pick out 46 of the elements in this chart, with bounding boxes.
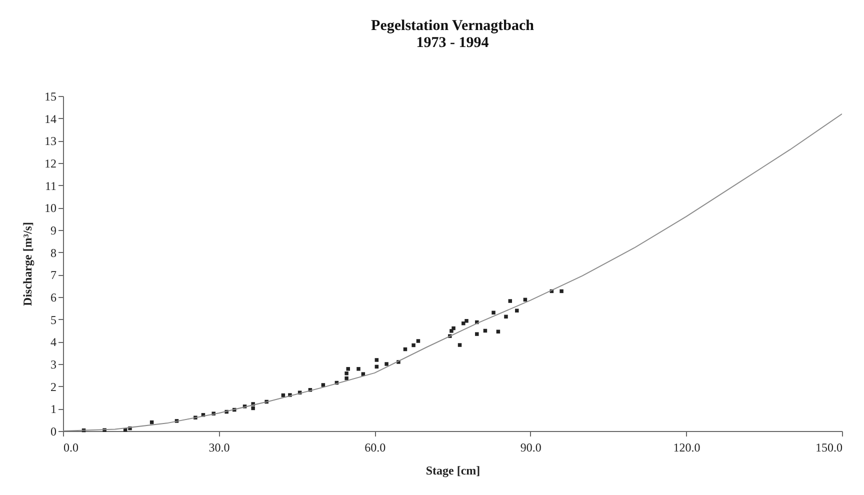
y-tick-label: 9 xyxy=(50,224,56,238)
y-tick-label: 10 xyxy=(44,201,56,216)
point xyxy=(344,376,348,380)
y-tick-label: 12 xyxy=(44,156,56,170)
y-tick-label: 0 xyxy=(50,424,56,438)
y-tick-label: 3 xyxy=(50,358,56,372)
x-tick-label: 150.0 xyxy=(816,440,842,454)
point xyxy=(416,339,420,343)
point xyxy=(508,299,512,303)
point xyxy=(412,343,416,348)
point xyxy=(321,383,326,387)
point xyxy=(464,319,468,323)
point xyxy=(496,330,500,334)
point xyxy=(384,362,388,366)
x-tick-label: 0.0 xyxy=(64,440,78,454)
point xyxy=(374,358,379,362)
chart-subtitle: 1973 - 1994 xyxy=(416,35,490,51)
x-tick-label: 30.0 xyxy=(208,440,230,454)
y-axis-title: Discharge [m³/s] xyxy=(20,222,34,306)
y-tick-label: 1 xyxy=(50,402,56,416)
x-tick-label: 90.0 xyxy=(520,440,542,454)
point xyxy=(515,308,519,312)
point xyxy=(356,367,360,371)
y-tick-label: 2 xyxy=(50,380,56,394)
y-tick-label: 6 xyxy=(50,290,56,304)
point xyxy=(458,343,462,347)
y-tick-label: 8 xyxy=(50,246,56,260)
y-tick-label: 4 xyxy=(50,335,56,350)
point xyxy=(492,310,496,315)
y-tick-label: 7 xyxy=(50,268,56,282)
y-tick-label: 13 xyxy=(44,134,56,148)
x-tick-label: 120.0 xyxy=(673,440,700,454)
y-tick-label: 5 xyxy=(50,312,56,327)
point xyxy=(344,372,348,376)
y-tick-label: 15 xyxy=(44,90,56,104)
point xyxy=(452,326,456,330)
y-tick-label: 11 xyxy=(44,178,56,193)
point xyxy=(251,406,255,410)
chart-title: Pegelstation Vernagtbach xyxy=(371,18,535,34)
x-axis-title: Stage [cm] xyxy=(426,464,480,478)
point xyxy=(475,332,479,336)
point xyxy=(346,367,350,371)
x-tick-label: 60.0 xyxy=(364,440,386,454)
point xyxy=(560,289,564,294)
point xyxy=(504,314,508,319)
y-tick-label: 14 xyxy=(44,112,56,126)
